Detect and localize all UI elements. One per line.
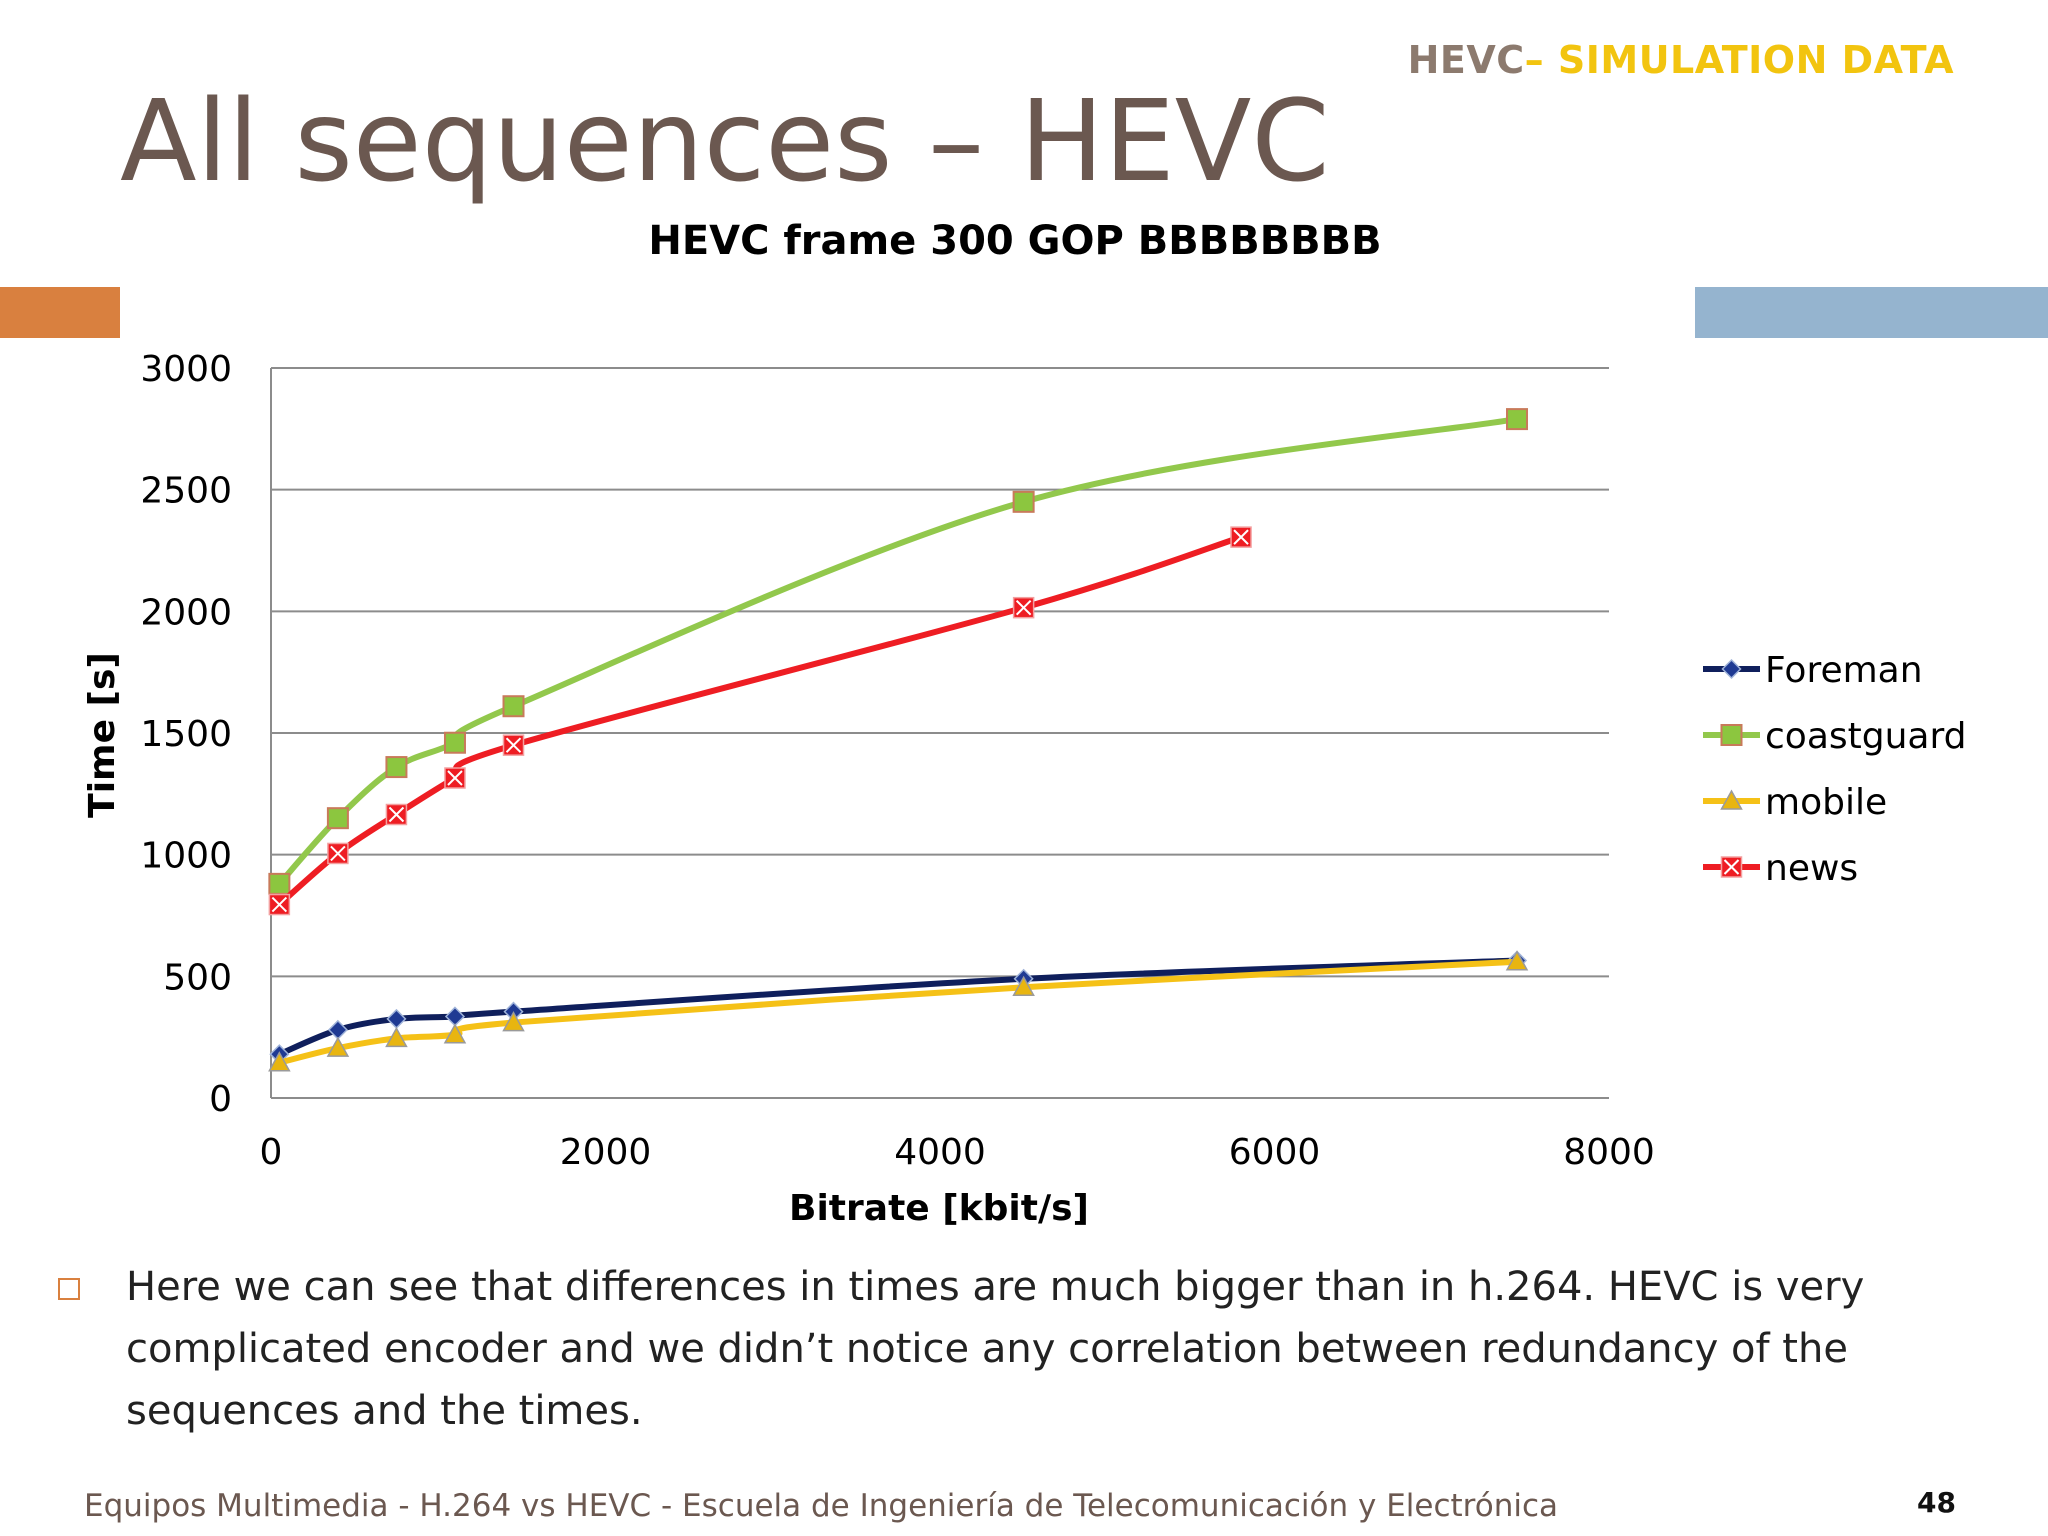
marker-x-stroke [388, 806, 405, 823]
series-line-foreman [276, 957, 1521, 1058]
data-point-coastguard [1506, 408, 1529, 431]
data-point-news [268, 893, 291, 916]
data-point-coastguard [326, 807, 349, 830]
marker-square [1720, 724, 1743, 746]
data-point-coastguard [443, 731, 466, 754]
data-point-news [444, 767, 466, 789]
y-tick-label: 1500 [140, 714, 232, 755]
data-point-news [1012, 596, 1035, 619]
line-chart: HEVC frame 300 GOP BBBBBBBB Bitrate [kbi… [82, 205, 1967, 1240]
x-axis-label: Bitrate [kbit/s] [789, 1188, 1089, 1229]
marker-x-stroke [1233, 529, 1249, 545]
x-tick-label: 6000 [1229, 1132, 1321, 1173]
legend-marker [1720, 724, 1743, 746]
x-tick-label: 8000 [1563, 1132, 1655, 1173]
data-point-mobile [502, 1011, 525, 1032]
chart-title: HEVC frame 300 GOP BBBBBBBB [648, 218, 1381, 264]
data-point-coastguard [268, 872, 291, 895]
plot-area: 0 500 1000 1500 2000 2500 3000 0 2000 4000 6000 800… [140, 349, 1654, 1173]
data-point-mobile [1012, 975, 1035, 997]
y-tick-label: 2500 [140, 471, 232, 512]
legend: Foreman coastguard mobile news [1703, 650, 1967, 889]
legend-marker [1720, 789, 1743, 810]
legend-label: coastguard [1765, 716, 1967, 757]
marker-triangle [443, 1023, 467, 1044]
x-tick-label: 4000 [894, 1132, 986, 1173]
series-line-mobile [276, 958, 1521, 1066]
x-tick-label: 0 [260, 1132, 283, 1173]
chart-area [125, 205, 1695, 1240]
marker-square [385, 756, 408, 779]
marker-diamond [1721, 658, 1742, 680]
data-point-mobile [1505, 950, 1529, 971]
y-tick-label: 1000 [140, 836, 232, 877]
marker-x-stroke [330, 845, 346, 862]
data-point-mobile [268, 1051, 291, 1072]
legend-label: news [1765, 848, 1858, 889]
page-number: 48 [1917, 1486, 1956, 1519]
data-point-mobile [443, 1023, 467, 1044]
data-point-coastguard [502, 695, 525, 718]
data-point-news [327, 842, 349, 865]
marker-triangle [385, 1026, 408, 1048]
y-tick-label: 0 [209, 1079, 232, 1120]
bullet-text: Here we can see that differences in time… [126, 1264, 1865, 1434]
marker-x-stroke [1015, 599, 1032, 616]
legend-item-news: news [1703, 848, 1858, 889]
marker-triangle [1012, 975, 1035, 997]
legend-label: mobile [1765, 782, 1887, 823]
marker-triangle [326, 1036, 350, 1057]
legend-label: Foreman [1765, 650, 1923, 691]
data-point-coastguard [1012, 490, 1035, 513]
series-line-news [276, 534, 1245, 908]
marker-square [443, 731, 466, 754]
legend-item-mobile: mobile [1703, 782, 1887, 823]
y-tick-label: 2000 [140, 592, 232, 633]
marker-x-stroke [447, 770, 463, 786]
marker-x-stroke [271, 896, 288, 913]
y-tick-label: 500 [163, 957, 232, 998]
marker-triangle [502, 1011, 525, 1032]
section-tag-part1: HEVC [1407, 38, 1525, 82]
marker-square [268, 872, 291, 895]
bullet-marker [58, 1278, 80, 1300]
y-axis-label: Time [s] [82, 652, 123, 818]
data-point-news [385, 803, 408, 826]
footer-text: Equipos Multimedia - H.264 vs HEVC - Esc… [84, 1488, 1558, 1524]
marker-triangle [1505, 950, 1529, 971]
slide-title: All sequences – HEVC [120, 77, 1330, 207]
accent-bar-orange [0, 287, 120, 338]
legend-item-foreman: Foreman [1703, 650, 1923, 691]
section-tag-part2: – SIMULATION DATA [1524, 38, 1954, 82]
y-tick-label: 3000 [140, 349, 232, 390]
marker-square [1506, 408, 1529, 431]
data-point-news [1230, 526, 1252, 548]
data-point-mobile [326, 1036, 350, 1057]
marker-triangle [268, 1051, 291, 1072]
legend-item-coastguard: coastguard [1703, 716, 1967, 757]
marker-triangle [1720, 789, 1743, 810]
data-point-news [502, 734, 525, 756]
marker-square [326, 807, 349, 830]
data-point-mobile [385, 1026, 408, 1048]
marker-x-stroke [505, 737, 522, 753]
marker-square [1012, 490, 1035, 513]
x-tick-label: 2000 [560, 1132, 652, 1173]
marker-square [502, 695, 525, 718]
data-point-coastguard [385, 756, 408, 779]
legend-marker [1720, 856, 1743, 878]
marker-x-stroke [1723, 859, 1740, 875]
section-tag: HEVC– SIMULATION DATA [1408, 38, 1954, 82]
legend-marker [1721, 658, 1742, 680]
